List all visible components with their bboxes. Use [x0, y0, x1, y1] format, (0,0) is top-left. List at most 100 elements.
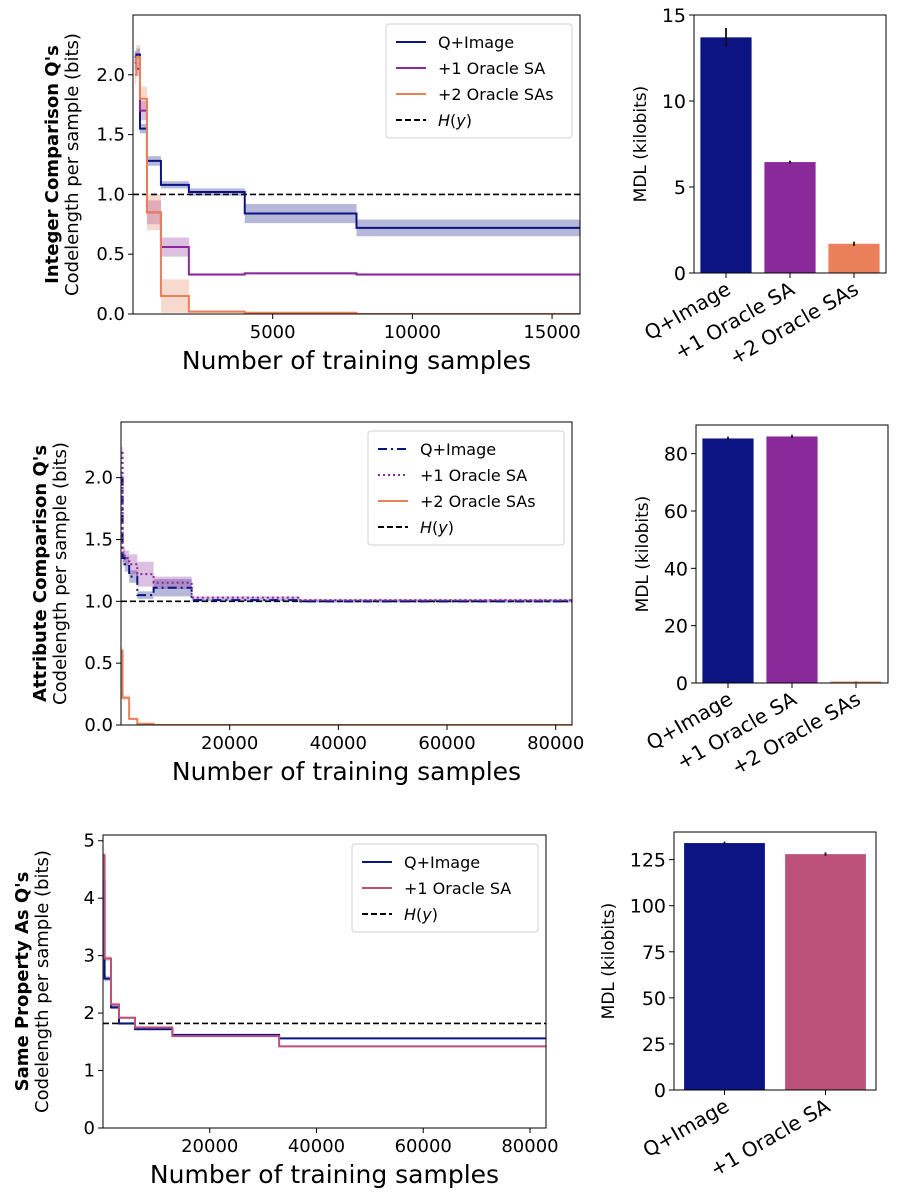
legend: Q+Image +1 Oracle SA +2 Oracle SAs H(y): [367, 430, 565, 546]
series-line-2: [121, 649, 572, 725]
legend-entry: +1 Oracle SA: [438, 59, 545, 78]
axes-frame: [132, 14, 581, 315]
legend-entry: +1 Oracle SA: [420, 466, 527, 485]
bar-0: [700, 37, 752, 273]
y-axis-label: MDL (kilobits): [599, 903, 619, 1020]
y-tick-label: 0.5: [84, 653, 113, 674]
series-line-0: [103, 879, 546, 1040]
y-tick-label: 0: [676, 673, 688, 695]
series-line-2: [134, 55, 580, 314]
series-band-2: [134, 44, 580, 314]
y-tick-label: 80: [664, 444, 688, 466]
line-chart-4: 20000 40000 60000 80000 0 1 2 3 4 5 Number of trai…: [12, 831, 559, 1189]
bar-0: [702, 438, 754, 683]
y-axis-title: Attribute Comparison Q's: [30, 445, 51, 702]
y-tick-label: 2.0: [96, 65, 125, 86]
x-tick-label: 60000: [418, 733, 475, 754]
x-tick-label: 40000: [310, 733, 367, 754]
x-tick-label: 15000: [523, 322, 580, 343]
y-axis-title: Integer Comparison Q's: [42, 45, 63, 284]
series-band-2: [121, 647, 572, 725]
series-line-1: [121, 451, 572, 602]
y-axis-label: Codelength per sample (bits): [62, 33, 83, 296]
bar-2: [828, 243, 880, 273]
y-tick-label: 125: [630, 850, 666, 872]
y-tick-label: 0.0: [84, 715, 113, 736]
y-tick-label: 1.5: [84, 529, 113, 550]
bar-1: [764, 162, 816, 273]
x-axis-label: Number of training samples: [150, 1160, 499, 1189]
x-tick-label: 60000: [395, 1136, 452, 1157]
bar-0: [684, 843, 765, 1090]
axes-frame: [695, 424, 889, 684]
axes-frame: [673, 831, 877, 1091]
y-axis-label: Codelength per sample (bits): [32, 850, 53, 1113]
x-tick-label: 5000: [250, 322, 296, 343]
bar-1: [785, 854, 866, 1090]
y-tick-label: 1.0: [84, 591, 113, 612]
legend-entry: Q+Image: [404, 853, 480, 872]
legend: Q+Image +1 Oracle SA +2 Oracle SAs H(y): [385, 23, 573, 139]
series-line-1: [103, 854, 546, 1048]
y-tick-label: 2: [84, 1003, 95, 1024]
series-band-0: [121, 471, 572, 603]
x-tick-label: 80000: [527, 733, 584, 754]
x-tick-label: 10000: [384, 322, 441, 343]
legend-entry: +1 Oracle SA: [404, 879, 511, 898]
y-axis-label: Codelength per sample (bits): [50, 442, 71, 705]
y-tick-label: 5: [84, 831, 95, 852]
series-band-1: [134, 55, 580, 276]
legend-entry: Q+Image: [420, 440, 496, 459]
legend-entry: +2 Oracle SAs: [438, 85, 554, 104]
bar-chart-1: Q+Image+1 Oracle SA+2 Oracle SAs051015MD…: [631, 5, 887, 370]
legend: Q+Image +1 Oracle SA H(y): [351, 843, 539, 933]
axes-frame: [120, 421, 573, 726]
x-tick-label: 40000: [288, 1136, 345, 1157]
category-label: Q+Image: [639, 1094, 733, 1162]
y-tick-label: 0: [84, 1118, 95, 1139]
y-tick-label: 0.5: [96, 244, 125, 265]
y-tick-label: 0: [654, 1080, 666, 1102]
y-tick-label: 100: [630, 896, 666, 918]
y-tick-label: 2.0: [84, 468, 113, 489]
y-tick-label: 3: [84, 946, 95, 967]
y-tick-label: 1: [84, 1061, 95, 1082]
series-line-0: [134, 53, 580, 229]
y-tick-label: 0: [674, 263, 686, 285]
bar-2: [830, 681, 882, 683]
x-axis-label: Number of training samples: [182, 346, 531, 375]
y-tick-label: 5: [674, 177, 686, 199]
series-line-0: [121, 476, 572, 603]
line-chart-2: 20000 40000 60000 80000 0.0 0.5 1.0 1.5 2.0 Numbe…: [30, 421, 584, 786]
x-tick-label: 20000: [201, 733, 258, 754]
y-tick-label: 40: [664, 558, 688, 580]
y-axis-label: MDL (kilobits): [631, 86, 651, 203]
y-tick-label: 4: [84, 888, 95, 909]
y-axis-label: MDL (kilobits): [633, 496, 653, 613]
legend-entry: H(y): [420, 518, 454, 537]
legend-entry: Q+Image: [438, 33, 514, 52]
legend-entry: +2 Oracle SAs: [420, 492, 536, 511]
plot-area: [121, 446, 572, 725]
x-tick-label: 20000: [181, 1136, 238, 1157]
y-tick-label: 20: [664, 616, 688, 638]
axes-frame: [693, 14, 887, 274]
bar-1: [766, 436, 818, 683]
y-tick-label: 60: [664, 501, 688, 523]
series-band-1: [121, 446, 572, 603]
plot-area: [133, 44, 580, 314]
legend-entry: H(y): [404, 905, 438, 924]
y-tick-label: 50: [642, 988, 666, 1010]
y-tick-label: 1.5: [96, 125, 125, 146]
plot-area: [103, 852, 546, 1048]
axes-frame: [102, 834, 547, 1129]
y-tick-label: 0.0: [96, 304, 125, 325]
bar-chart-3: Q+Image+1 Oracle SA+2 Oracle SAs02040608…: [633, 424, 889, 780]
y-tick-label: 75: [642, 942, 666, 964]
line-chart-0: 5000 10000 15000 0.0 0.5 1.0 1.5 2.0 Number of t…: [42, 14, 581, 375]
y-tick-label: 1.0: [96, 184, 125, 205]
legend-entry: H(y): [438, 111, 472, 130]
x-tick-label: 80000: [501, 1136, 558, 1157]
